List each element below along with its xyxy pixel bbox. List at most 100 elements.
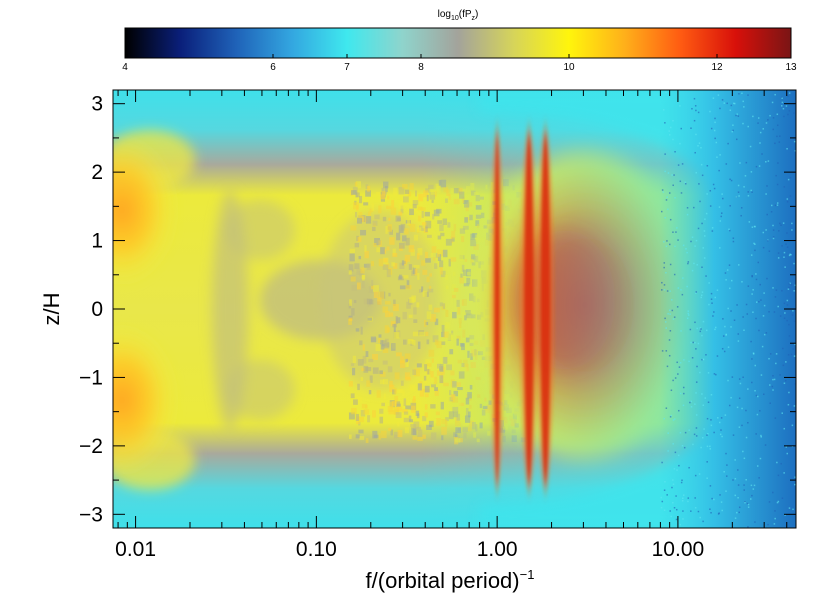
speckle-dot [724,272,727,274]
speckle-dot [682,386,685,389]
speckle-dot [707,433,709,435]
speckle-dot [670,414,673,417]
speckle-dot [783,472,785,474]
speckle-dot [758,300,760,303]
speckle-dot [740,214,742,217]
speckle-dot [774,517,776,520]
speckle-dot [780,224,782,226]
speckle-dot [667,208,669,211]
speckle-dot [756,413,759,416]
speckle-dot [750,498,752,500]
colorbar-tick-label: 13 [785,62,797,73]
speckle-dot [788,254,791,257]
speckle-dot [780,462,782,465]
speckle-dot [716,355,719,357]
speckle-dot [782,107,785,110]
speckle-dot [737,333,740,335]
speckle-dot [695,381,698,383]
speckle-dot [680,127,682,130]
speckle-dot [737,115,740,117]
speckle-dot [774,142,776,145]
speckle-dot [696,365,698,368]
speckle-dot [783,302,786,305]
speckle-dot [719,220,722,222]
speckle-dot [744,500,746,503]
speckle-dot [765,332,768,334]
speckle-dot [747,388,749,390]
speckle-dot [765,161,767,163]
speckle-dot [677,373,679,375]
speckle-dot [745,409,747,412]
speckle-dot [743,329,745,331]
speckle-dot [695,435,698,437]
speckle-dot [738,397,741,400]
speckle-dot [776,461,778,464]
speckle-dot [663,266,665,269]
speckle-dot [695,427,698,429]
speckle-dot [690,341,692,344]
speckle-dot [679,105,681,107]
speckle-dot [695,133,697,136]
speckle-dot [777,257,780,259]
speckle-dot [770,211,773,213]
speckle-dot [673,174,675,176]
speckle-dot [768,501,771,503]
speckle-dot [757,395,759,398]
speckle-dot [777,252,780,254]
speckle-dot [670,299,673,301]
speckle-dot [686,285,688,288]
speckle-dot [687,500,689,503]
speckle-dot [702,320,705,323]
speckle-dot [784,312,786,314]
speckle-dot [792,310,794,312]
speckle-dot [720,215,722,218]
speckle-dot [663,284,666,286]
colorbar: 4 6 7 8 10 12 13 log10(fPz) [122,9,797,73]
speckle-dot [738,511,740,514]
speckle-dot [722,335,725,337]
speckle-dot [747,503,750,506]
speckle-dot [752,289,754,291]
speckle-dot [678,464,680,467]
speckle-dot [701,222,703,225]
speckle-dot [793,355,796,357]
speckle-dot [750,484,753,487]
right-blue-fade [113,90,796,528]
speckle-dot [689,328,692,331]
speckle-dot [747,125,749,128]
speckle-dot [767,119,769,121]
speckle-dot [785,446,787,448]
speckle-dot [727,346,730,348]
speckle-dot [679,392,682,395]
speckle-dot [730,104,733,107]
speckle-dot [679,523,681,526]
speckle-dot [690,510,692,512]
speckle-dot [786,246,789,248]
speckle-dot [675,508,678,511]
speckle-dot [773,378,776,381]
speckle-dot [718,169,720,172]
speckle-dot [691,236,694,239]
speckle-dot [723,470,725,473]
speckle-dot [698,142,701,144]
y-tick-label: −1 [79,366,103,389]
speckle-dot [662,109,665,111]
speckle-dot [710,127,713,130]
speckle-dot [696,264,698,266]
speckle-dot [664,321,667,323]
speckle-dot [729,178,731,181]
speckle-dot [738,264,740,266]
speckle-dot [775,174,777,177]
speckle-dot [729,205,731,207]
speckle-dot [786,201,789,203]
speckle-dot [736,304,738,306]
speckle-dot [661,189,664,191]
speckle-dot [782,222,785,224]
speckle-dot [664,122,666,124]
speckle-dot [771,101,774,104]
speckle-dot [679,180,682,183]
speckle-dot [686,207,689,209]
x-axis-label-exponent: −1 [520,567,535,582]
speckle-dot [661,281,663,284]
speckle-dot [691,357,694,359]
